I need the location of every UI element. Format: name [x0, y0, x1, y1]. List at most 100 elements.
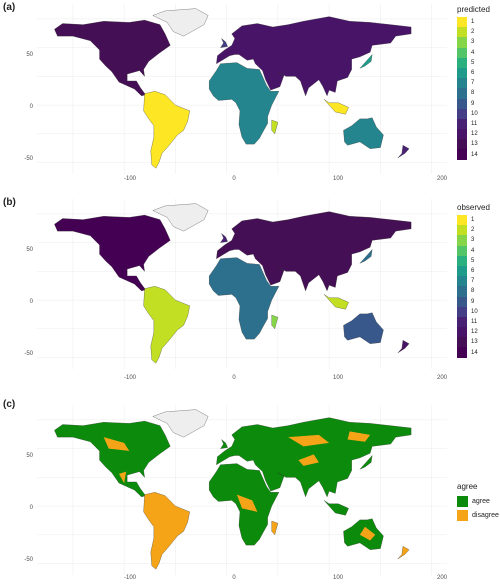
legend-label: 4: [471, 247, 475, 254]
world-map-c: [37, 405, 447, 575]
legend-scale-rows: 1 2 3 4 5 6 7 8 9 10 11 12 13 14: [457, 17, 490, 160]
legend-swatch: [457, 17, 467, 28]
legend-swatch: [457, 276, 467, 287]
legend-item-agree: agree: [457, 494, 499, 508]
legend-swatch: [457, 245, 467, 256]
map-plot-b: [37, 199, 447, 369]
legend-row-9: 9: [457, 98, 490, 109]
legend-row-12: 12: [457, 129, 490, 140]
legend-swatch: [457, 108, 467, 119]
legend-row-13: 13: [457, 337, 490, 348]
disagree-patch: [236, 494, 258, 512]
legend-row-11: 11: [457, 118, 490, 130]
x-tick-200: 200: [436, 176, 447, 182]
panel-label-b: (b): [3, 197, 16, 208]
legend-row-5: 5: [457, 255, 490, 266]
legend-predicted: predicted 1 2 3 4 5 6 7 8 9 10 11 12 13 14: [457, 5, 490, 160]
legend-title-observed: observed: [457, 203, 490, 212]
legend-swatch: [457, 67, 467, 79]
legend-row-14: 14: [457, 347, 490, 358]
y-tick-50: 50: [26, 247, 33, 253]
disagree-patch: [288, 434, 330, 447]
y-tick-neg50: -50: [24, 156, 33, 162]
legend-label: 5: [471, 59, 475, 66]
legend-label: 14: [471, 151, 478, 158]
legend-row-4: 4: [457, 47, 490, 58]
legend-label: 11: [471, 120, 478, 127]
x-tick-neg100: -100: [123, 176, 136, 182]
y-tick-neg50: -50: [24, 557, 33, 563]
legend-row-10: 10: [457, 108, 490, 119]
panel-c: (c) 50 0 -50 -100 0 100 200: [0, 397, 500, 584]
legend-label: 1: [471, 19, 475, 26]
x-tick-200: 200: [436, 375, 447, 381]
y-tick-0: 0: [29, 104, 33, 110]
x-tick-0: 0: [232, 575, 236, 581]
landmass-japan: [359, 249, 373, 264]
legend-row-2: 2: [457, 225, 490, 236]
legend-label: 6: [471, 70, 475, 77]
landmass-southAmerica: [143, 286, 190, 364]
disagree-patch: [119, 471, 127, 484]
legend-label: 5: [471, 257, 475, 264]
legend-row-1: 1: [457, 215, 490, 226]
legend-label: 7: [471, 278, 475, 285]
legend-row-8: 8: [457, 286, 490, 297]
legend-row-3: 3: [457, 235, 490, 246]
landmass-australia: [343, 117, 384, 149]
legend-swatch: [457, 327, 467, 338]
legend-row-6: 6: [457, 265, 490, 277]
legend-row-7: 7: [457, 276, 490, 287]
legend-swatch: [457, 88, 467, 99]
legend-label: 1: [471, 217, 475, 224]
landmass-madagascar: [271, 520, 279, 536]
legend-swatch: [457, 306, 467, 317]
legend-row-11: 11: [457, 316, 490, 328]
x-tick-0: 0: [232, 375, 236, 381]
legend-label: 2: [471, 29, 475, 36]
y-tick-0: 0: [29, 505, 33, 511]
legend-row-7: 7: [457, 78, 490, 89]
legend-label: 10: [471, 308, 478, 315]
legend-label: 14: [471, 349, 478, 356]
landmass-europeAsia: [216, 211, 412, 292]
landmass-japan: [359, 54, 373, 69]
landmass-greenland: [152, 203, 209, 232]
legend-label: 13: [471, 339, 478, 346]
legend-observed: observed 1 2 3 4 5 6 7 8 9 10 11 12 13 14: [457, 203, 490, 358]
landmass-europeAsia: [216, 16, 412, 97]
x-tick-neg100: -100: [123, 375, 136, 381]
legend-swatch: [457, 286, 467, 297]
landmass-uk: [220, 439, 228, 449]
legend-swatch: [457, 98, 467, 109]
legend-label: 12: [471, 329, 478, 336]
legend-label-agree: agree: [472, 497, 490, 505]
landmass-greenland: [152, 8, 209, 37]
landmass-madagascar: [271, 119, 279, 135]
legend-label: 3: [471, 237, 475, 244]
legend-swatch-disagree: [457, 509, 468, 521]
legend-row-9: 9: [457, 296, 490, 307]
x-tick-0: 0: [232, 176, 236, 182]
legend-label: 7: [471, 80, 475, 87]
landmass-indonesia: [323, 99, 349, 115]
legend-label: 4: [471, 49, 475, 56]
legend-row-4: 4: [457, 245, 490, 256]
legend-swatch: [457, 139, 467, 150]
legend-row-2: 2: [457, 27, 490, 38]
legend-row-6: 6: [457, 67, 490, 79]
landmass-southAmerica: [143, 91, 190, 169]
landmass-southAmerica: [143, 492, 190, 570]
legend-row-13: 13: [457, 139, 490, 150]
legend-label: 9: [471, 100, 475, 107]
y-tick-neg50: -50: [24, 351, 33, 357]
legend-label: 12: [471, 131, 478, 138]
legend-label: 8: [471, 90, 475, 97]
world-map-b: [37, 199, 447, 369]
legend-label: 2: [471, 227, 475, 234]
landmass-africa: [209, 62, 280, 145]
x-tick-neg100: -100: [123, 575, 136, 581]
x-tick-100: 100: [332, 375, 343, 381]
legend-swatch: [457, 27, 467, 38]
